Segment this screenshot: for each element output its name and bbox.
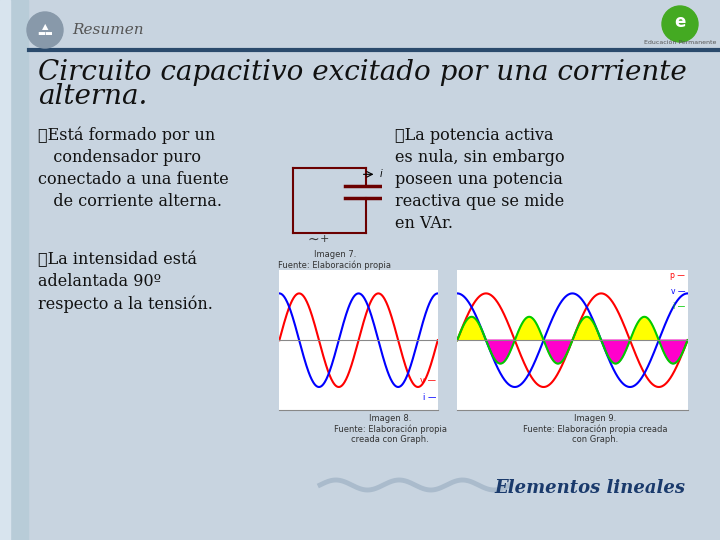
- Text: ❖La intensidad está: ❖La intensidad está: [38, 252, 197, 268]
- Text: conectado a una fuente: conectado a una fuente: [38, 171, 229, 187]
- Text: e: e: [675, 13, 685, 31]
- Text: Imagen 8.
Fuente: Elaboración propia
creada con Graph.: Imagen 8. Fuente: Elaboración propia cre…: [333, 414, 446, 444]
- Text: adelantada 90º: adelantada 90º: [38, 273, 161, 291]
- Text: Circuito capacitivo excitado por una corriente: Circuito capacitivo excitado por una cor…: [38, 58, 687, 85]
- Text: ~: ~: [308, 232, 320, 246]
- Text: i —: i —: [423, 393, 436, 402]
- Text: Imagen 9.
Fuente: Elaboración propia creada
con Graph.: Imagen 9. Fuente: Elaboración propia cre…: [523, 414, 667, 444]
- Text: poseen una potencia: poseen una potencia: [395, 171, 563, 187]
- Text: Resumen: Resumen: [72, 23, 143, 37]
- Text: ❖La potencia activa: ❖La potencia activa: [395, 126, 554, 144]
- Text: ❖Está formado por un: ❖Está formado por un: [38, 126, 215, 144]
- Text: v —: v —: [420, 376, 436, 385]
- Text: condensador puro: condensador puro: [38, 148, 201, 165]
- Text: ▲
▬▬: ▲ ▬▬: [37, 22, 53, 38]
- Text: es nula, sin embargo: es nula, sin embargo: [395, 148, 564, 165]
- Text: de corriente alterna.: de corriente alterna.: [38, 192, 222, 210]
- Circle shape: [27, 12, 63, 48]
- Text: Elementos lineales: Elementos lineales: [495, 479, 685, 497]
- Text: reactiva que se mide: reactiva que se mide: [395, 192, 564, 210]
- Bar: [0, 0, 28, 540]
- Text: respecto a la tensión.: respecto a la tensión.: [38, 295, 213, 313]
- Text: v —: v —: [671, 287, 685, 296]
- Text: i —: i —: [673, 302, 685, 311]
- Text: Imagen 7.
Fuente: Elaboración propia
creada con Paint.: Imagen 7. Fuente: Elaboración propia cre…: [279, 250, 392, 280]
- Text: Educación Permanente: Educación Permanente: [644, 39, 716, 44]
- Text: en VAr.: en VAr.: [395, 214, 453, 232]
- Text: alterna.: alterna.: [38, 84, 148, 111]
- Circle shape: [662, 6, 698, 42]
- Text: p —: p —: [670, 272, 685, 280]
- Bar: [0, 0, 10, 540]
- Text: +: +: [320, 234, 329, 244]
- Text: i: i: [379, 170, 382, 179]
